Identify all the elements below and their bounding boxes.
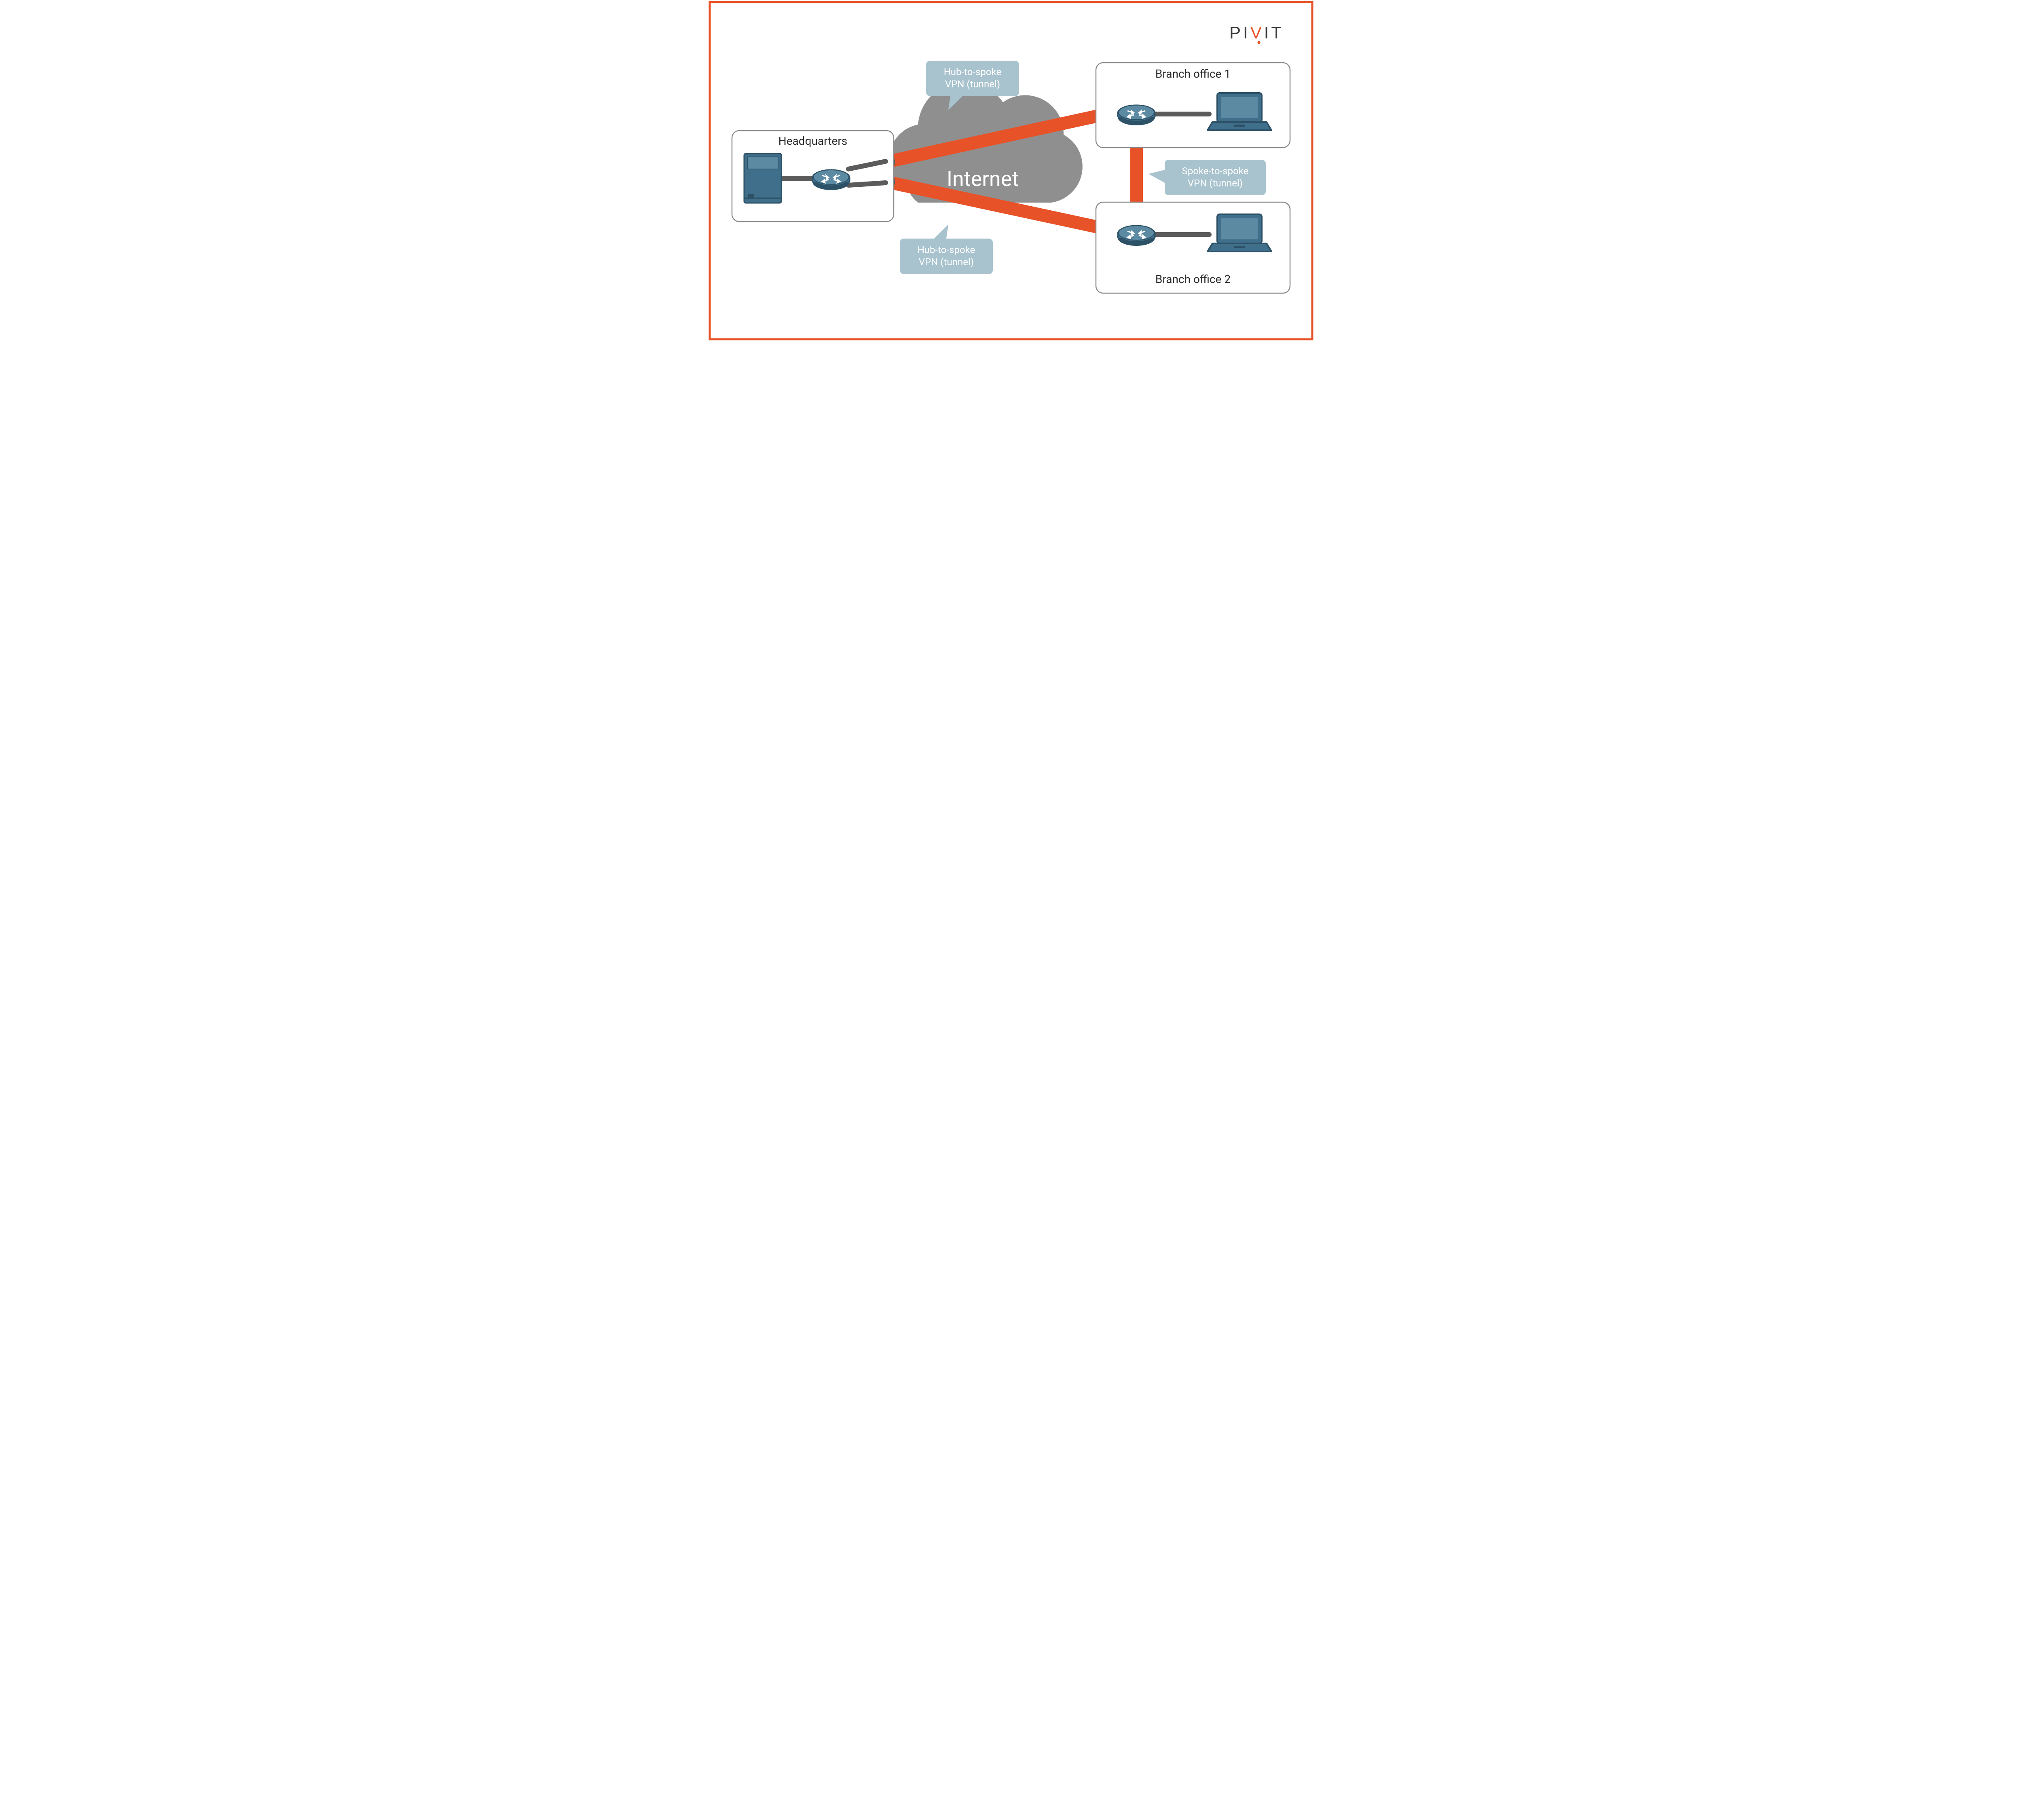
callout-hub-spoke-bottom: Hub-to-spoke VPN (tunnel)	[900, 224, 993, 274]
callout-line: VPN (tunnel)	[945, 78, 1000, 90]
svg-text:Spoke-to-spoke: Spoke-to-spoke	[1182, 165, 1249, 177]
laptop-icon	[1208, 214, 1271, 252]
diagram-stage: PIVIT Internet Hub-to-spoke VPN (tunnel)…	[708, 0, 1314, 341]
branch2-label: Branch office 2	[1155, 273, 1231, 286]
svg-text:Hub-to-spoke: Hub-to-spoke	[918, 244, 975, 256]
cable-hq-out-bot	[848, 183, 886, 185]
branch1-label: Branch office 1	[1155, 67, 1231, 80]
laptop-icon	[1208, 93, 1271, 130]
svg-text:VPN (tunnel): VPN (tunnel)	[919, 256, 974, 268]
router-icon	[812, 170, 850, 190]
callout-line: Hub-to-spoke	[918, 244, 975, 256]
router-icon	[1118, 226, 1155, 246]
diagram-svg: PIVIT Internet Hub-to-spoke VPN (tunnel)…	[708, 0, 1314, 341]
svg-text:VPN (tunnel): VPN (tunnel)	[1188, 178, 1243, 189]
callout-line: VPN (tunnel)	[1188, 178, 1243, 189]
callout-line: Hub-to-spoke	[944, 66, 1002, 78]
callout-line: Spoke-to-spoke	[1182, 165, 1249, 177]
router-icon	[1118, 105, 1155, 125]
brand-logo: PIVIT	[1229, 23, 1284, 44]
svg-text:PIVIT: PIVIT	[1229, 23, 1284, 42]
callout-spoke-spoke: Spoke-to-spoke VPN (tunnel)	[1148, 160, 1266, 195]
svg-text:VPN (tunnel): VPN (tunnel)	[945, 78, 1000, 90]
svg-text:Hub-to-spoke: Hub-to-spoke	[944, 66, 1002, 78]
hq-label: Headquarters	[778, 134, 848, 148]
server-icon	[744, 154, 781, 203]
callout-line: VPN (tunnel)	[919, 256, 974, 268]
cloud-label: Internet	[947, 167, 1019, 191]
